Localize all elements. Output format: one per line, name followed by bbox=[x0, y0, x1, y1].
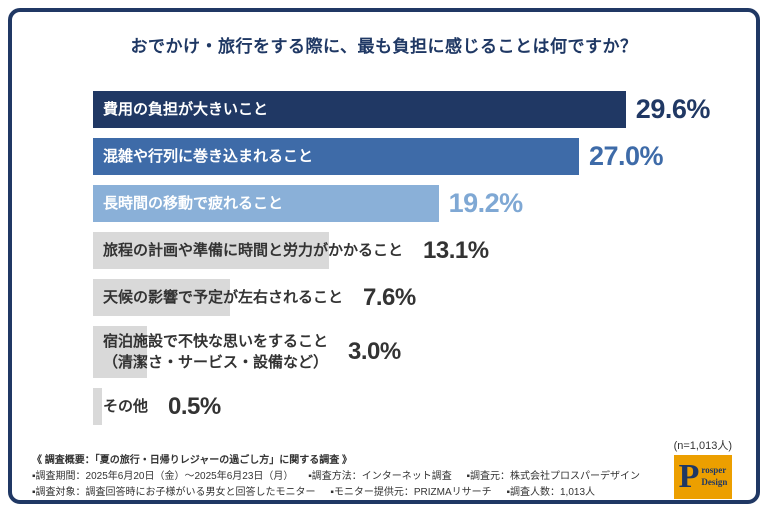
survey-target: ▪調査対象：調査回答時にお子様がいる男女と回答したモニター bbox=[32, 487, 316, 498]
survey-meta-line2: ▪調査期間：2025年6月20日（金）〜2025年6月23日（月） ▪調査方法：… bbox=[32, 469, 652, 485]
bar-value: 7.6% bbox=[363, 283, 416, 311]
logo-wordmark: rosper Design bbox=[701, 465, 727, 488]
bar-label: その他 bbox=[103, 398, 149, 415]
bar-cell: 旅程の計画や準備に時間と労力がかかること bbox=[93, 232, 413, 269]
logo-word-top: rosper bbox=[701, 465, 727, 476]
survey-respondents: ▪調査人数：1,013人 bbox=[506, 487, 596, 498]
logo-monogram: P bbox=[678, 458, 700, 495]
bar-value: 0.5% bbox=[168, 392, 221, 420]
bar-label: 旅程の計画や準備に時間と労力がかかること bbox=[103, 242, 404, 259]
bar bbox=[93, 232, 329, 269]
bar bbox=[93, 279, 230, 316]
bar-value: 13.1% bbox=[423, 236, 489, 264]
bar-value: 29.6% bbox=[635, 94, 711, 124]
bar-value: 27.0% bbox=[589, 141, 664, 171]
sample-size-note: (n=1,013人) bbox=[673, 440, 732, 452]
bar-cell: 天候の影響で予定が左右されること bbox=[93, 279, 353, 316]
bar-label: 費用の負担が大きいこと bbox=[103, 101, 269, 118]
bar-row-planning: 旅程の計画や準備に時間と労力がかかること 13.1% bbox=[93, 232, 736, 269]
bar bbox=[93, 388, 102, 425]
bar-row-cost: 費用の負担が大きいこと 29.6% bbox=[93, 91, 736, 128]
bar bbox=[93, 326, 147, 378]
logo-gold-square: P rosper Design bbox=[674, 455, 732, 499]
survey-source: ▪調査元：株式会社プロスパーデザイン bbox=[466, 471, 641, 482]
bar-row-travel-fatigue: 長時間の移動で疲れること 19.2% bbox=[93, 185, 736, 222]
bar-label: 天候の影響で予定が左右されること bbox=[103, 289, 344, 306]
bar-cell: 混雑や行列に巻き込まれること bbox=[93, 138, 579, 175]
survey-period: ▪調査期間：2025年6月20日（金）〜2025年6月23日（月） bbox=[32, 471, 294, 482]
survey-monitor-provider: ▪モニター提供元：PRIZMAリサーチ bbox=[330, 487, 492, 498]
survey-footer: 《 調査概要：「夏の旅行・日帰りレジャーの過ごし方」に関する調査 》 ▪調査期間… bbox=[32, 453, 736, 501]
survey-method: ▪調査方法：インターネット調査 bbox=[308, 471, 452, 482]
bar-cell: その他 bbox=[93, 388, 158, 425]
prosper-design-logo: P rosper Design bbox=[666, 453, 732, 501]
bar-label: 混雑や行列に巻き込まれること bbox=[103, 148, 314, 165]
survey-meta: 《 調査概要：「夏の旅行・日帰りレジャーの過ごし方」に関する調査 》 ▪調査期間… bbox=[32, 453, 652, 501]
bar-row-accommodation: 宿泊施設で不快な思いをすること （清潔さ・サービス・設備など） 3.0% bbox=[93, 326, 736, 378]
survey-meta-line3: ▪調査対象：調査回答時にお子様がいる男女と回答したモニター ▪モニター提供元：P… bbox=[32, 485, 652, 501]
chart-title: おでかけ・旅行をする際に、最も負担に感じることは何ですか？ bbox=[130, 37, 638, 56]
bar-row-weather: 天候の影響で予定が左右されること 7.6% bbox=[93, 279, 736, 316]
bar-chart: 費用の負担が大きいこと 29.6% 混雑や行列に巻き込まれること 27.0% 長… bbox=[32, 91, 736, 435]
bar-label: 宿泊施設で不快な思いをすること （清潔さ・サービス・設備など） bbox=[103, 333, 329, 371]
bar-value: 3.0% bbox=[348, 338, 401, 365]
survey-overview: 《 調査概要：「夏の旅行・日帰りレジャーの過ごし方」に関する調査 》 bbox=[32, 455, 353, 466]
bar bbox=[93, 138, 579, 175]
bar-label: 長時間の移動で疲れること bbox=[103, 195, 284, 212]
bar-value: 19.2% bbox=[448, 188, 524, 218]
bar-row-other: その他 0.5% bbox=[93, 388, 736, 425]
bar-cell: 長時間の移動で疲れること bbox=[93, 185, 439, 222]
bar-cell: 費用の負担が大きいこと bbox=[93, 91, 626, 128]
bar-row-crowds: 混雑や行列に巻き込まれること 27.0% bbox=[93, 138, 736, 175]
survey-card: おでかけ・旅行をする際に、最も負担に感じることは何ですか？ 費用の負担が大きいこ… bbox=[8, 8, 760, 504]
logo-word-bottom: Design bbox=[701, 477, 728, 487]
bar bbox=[93, 185, 439, 222]
bar-cell: 宿泊施設で不快な思いをすること （清潔さ・サービス・設備など） bbox=[93, 326, 338, 378]
bar bbox=[93, 91, 626, 128]
